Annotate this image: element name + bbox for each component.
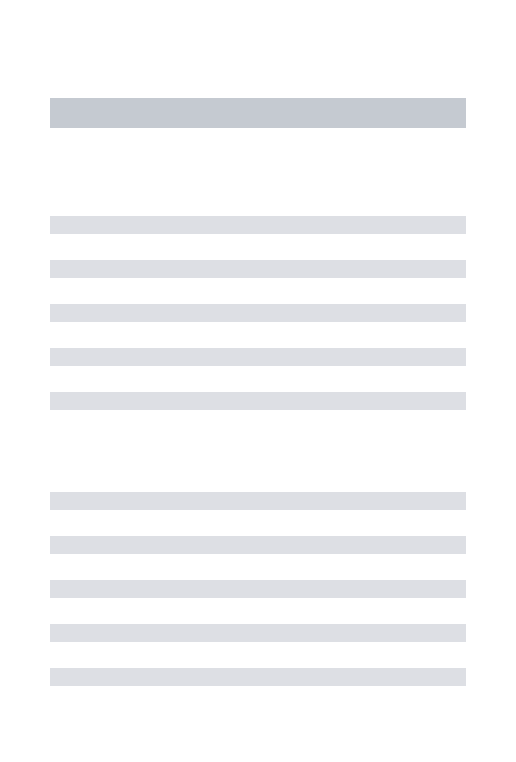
skeleton-container [0, 0, 516, 762]
skeleton-line [50, 492, 466, 510]
skeleton-line [50, 624, 466, 642]
skeleton-header-bar [50, 98, 466, 128]
spacer [50, 436, 466, 492]
skeleton-line [50, 580, 466, 598]
skeleton-line [50, 392, 466, 410]
skeleton-line [50, 304, 466, 322]
skeleton-block [50, 492, 466, 686]
skeleton-block [50, 216, 466, 410]
spacer [50, 128, 466, 216]
skeleton-line [50, 348, 466, 366]
skeleton-line [50, 216, 466, 234]
skeleton-line [50, 536, 466, 554]
skeleton-line [50, 668, 466, 686]
skeleton-line [50, 260, 466, 278]
